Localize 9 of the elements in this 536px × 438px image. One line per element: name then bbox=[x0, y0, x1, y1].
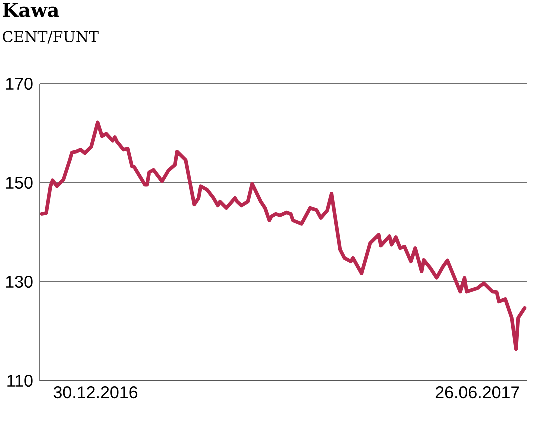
y-tick-label: 130 bbox=[6, 276, 33, 288]
line-series bbox=[40, 120, 527, 352]
chart-title: Kawa bbox=[3, 3, 60, 18]
y-tick-label: 110 bbox=[8, 374, 33, 388]
y-tick-label: 170 bbox=[6, 78, 33, 90]
chart-subtitle: CENT/FUNT bbox=[3, 31, 99, 44]
x-tick-label: 26.06.2017 bbox=[436, 386, 520, 399]
x-tick-label: 30.12.2016 bbox=[54, 386, 138, 399]
y-tick-label: 150 bbox=[6, 176, 33, 190]
